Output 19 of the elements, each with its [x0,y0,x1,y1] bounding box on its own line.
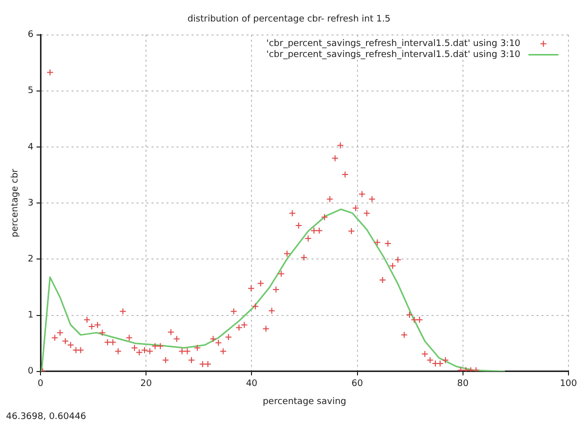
y-tick-label: 6 [28,30,34,40]
y-tick-label: 3 [28,198,34,208]
x-tick-label: 20 [140,379,152,390]
text: 46.3698, 0.60446 [6,412,86,422]
x-tick-label: 80 [457,379,469,390]
chart-title: distribution of percentage cbr- refresh int 1.5 [187,14,391,25]
y-tick-label: 0 [28,366,34,377]
y-tick-label: 5 [28,86,34,96]
y-tick-label: 2 [28,254,34,265]
x-axis-title: percentage saving [262,396,346,407]
y-axis-title: percentage cbr [10,168,21,238]
y-tick-label: 4 [28,142,34,152]
x-tick-label: 60 [352,379,364,390]
x-tick-label: 100 [560,379,578,390]
legend-label: 'cbr_percent_savings_refresh_interval1.5.dat' using 3:10 [266,39,521,50]
x-tick-label: 0 [38,379,44,390]
y-tick-label: 1 [28,310,34,321]
x-tick-label: 40 [246,379,258,390]
legend-label: 'cbr_percent_savings_refresh_interval1.5.dat' using 3:10 [266,50,521,60]
